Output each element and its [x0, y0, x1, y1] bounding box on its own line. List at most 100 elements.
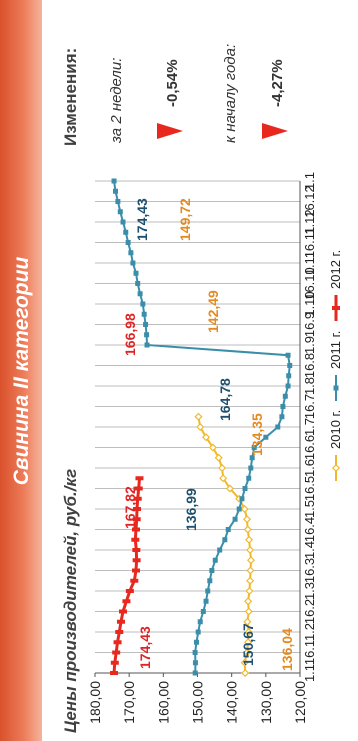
change-label-2weeks: за 2 недели:: [108, 58, 125, 144]
data-point: [123, 229, 129, 235]
legend-label: 2012 г.: [328, 250, 343, 289]
y-tick-label: 150,00: [190, 681, 206, 724]
data-point: [122, 599, 131, 604]
data-point: [195, 629, 201, 635]
chart-title: Свинина II категории: [10, 257, 33, 486]
data-point: [279, 414, 285, 420]
data-label: 136,04: [279, 628, 295, 671]
data-point: [135, 281, 141, 286]
data-point: [207, 578, 213, 584]
data-point: [143, 322, 149, 327]
data-point: [132, 517, 141, 522]
data-label: 149,72: [177, 198, 193, 241]
changes-heading: Изменения:: [61, 48, 80, 146]
x-tick-label: 1.4: [302, 541, 317, 559]
data-point: [110, 671, 119, 675]
legend-marker: [331, 463, 341, 473]
data-point: [217, 547, 223, 553]
data-point: [137, 291, 143, 297]
data-point: [243, 525, 252, 534]
data-point: [133, 507, 142, 511]
data-point: [222, 537, 228, 543]
data-point: [244, 638, 253, 647]
data-point: [197, 619, 203, 625]
x-tick-label: 16.7: [302, 394, 317, 419]
change-value-ytd: -4,27%: [269, 59, 286, 107]
data-point: [116, 619, 125, 624]
data-point: [240, 504, 249, 514]
data-point: [246, 545, 255, 555]
data-point: [244, 597, 253, 606]
data-point: [246, 576, 255, 585]
data-point: [133, 496, 142, 501]
data-point: [282, 393, 288, 399]
x-tick-label: 16.9: [302, 312, 317, 337]
data-point: [242, 648, 252, 657]
x-tick-label: 16.5: [302, 476, 317, 501]
legend-label: 2010 г.: [328, 410, 343, 449]
data-label: 174,43: [137, 626, 153, 669]
chart-subtitle: Цены производителей, руб./кг: [61, 469, 80, 733]
data-point: [144, 332, 150, 338]
y-tick-label: 130,00: [258, 681, 274, 724]
data-point: [246, 556, 256, 565]
data-point: [242, 486, 248, 491]
data-point: [132, 527, 140, 532]
data-point: [120, 219, 126, 225]
data-point: [193, 639, 199, 645]
x-tick-label: 1.6: [302, 459, 317, 477]
data-point: [196, 422, 205, 432]
x-tick-label: 1.1: [302, 172, 317, 190]
data-label: 166,98: [122, 313, 138, 356]
x-tick-label: 16.6: [302, 435, 317, 460]
data-point: [245, 535, 254, 544]
x-tick-label: 16.10: [302, 267, 317, 300]
data-point: [115, 199, 121, 204]
y-tick-label: 170,00: [121, 681, 137, 724]
legend-marker: [333, 385, 339, 391]
data-point: [132, 548, 141, 552]
data-point: [285, 352, 291, 358]
data-label: 134,35: [249, 413, 265, 456]
data-point: [192, 660, 198, 666]
data-point: [132, 568, 140, 573]
data-point: [119, 609, 128, 614]
legend-marker: [332, 306, 340, 310]
data-point: [200, 609, 206, 614]
x-tick-label: 1.11: [302, 251, 317, 275]
data-point: [240, 658, 249, 667]
x-tick-label: 1.1: [302, 664, 317, 682]
data-point: [243, 617, 252, 626]
data-point: [110, 660, 119, 665]
x-tick-label: 1.7: [302, 418, 317, 436]
data-point: [225, 484, 235, 493]
y-tick-label: 140,00: [224, 681, 240, 724]
data-point: [209, 568, 215, 573]
data-point: [144, 342, 150, 348]
data-point: [263, 434, 269, 440]
data-point: [246, 475, 252, 481]
data-point: [132, 558, 141, 563]
change-label-ytd: к началу года:: [222, 44, 239, 143]
data-point: [112, 650, 121, 655]
data-point: [192, 650, 198, 655]
x-tick-label: 1.8: [302, 377, 317, 395]
data-point: [125, 240, 131, 245]
data-label: 167,82: [122, 486, 138, 529]
data-point: [113, 640, 122, 645]
data-point: [219, 474, 228, 483]
data-point: [128, 250, 134, 256]
y-tick-label: 180,00: [87, 681, 103, 724]
data-point: [232, 516, 238, 522]
data-point: [117, 209, 123, 215]
chart-legend: 2010 г. 2011 г. 2012 г.: [328, 250, 343, 481]
data-point: [246, 566, 255, 575]
x-tick-label: 16.1: [302, 640, 317, 665]
x-tick-label: 1.9: [302, 336, 317, 354]
data-point: [208, 443, 217, 452]
x-tick-label: 1.2: [302, 623, 317, 641]
title-banner: [0, 0, 42, 741]
data-point: [134, 486, 143, 491]
